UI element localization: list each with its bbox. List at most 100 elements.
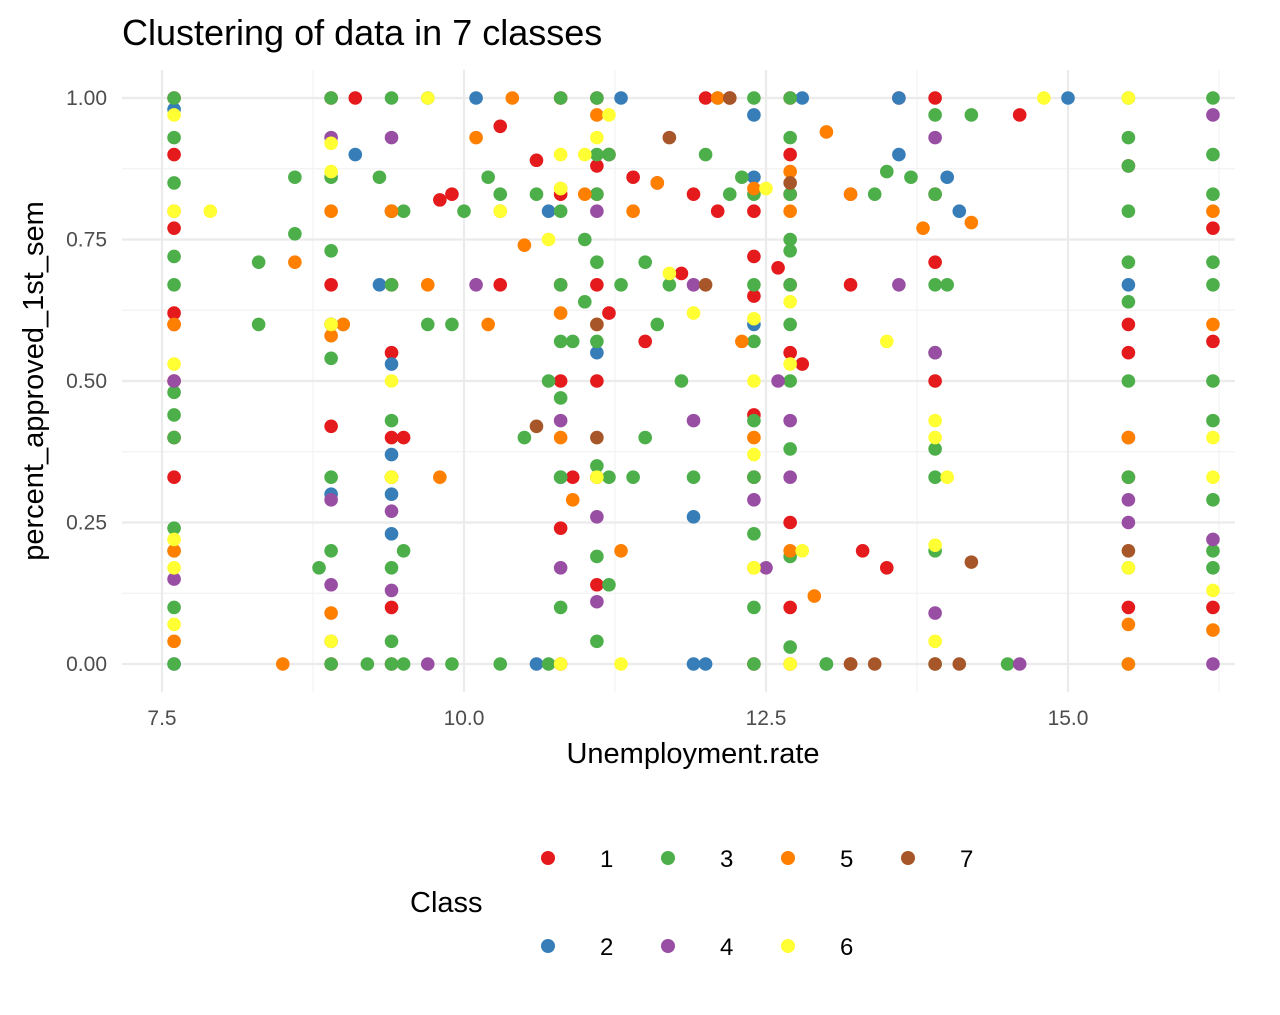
data-point-class-3	[324, 244, 338, 258]
data-point-class-3	[590, 187, 604, 202]
data-point-class-4	[553, 560, 568, 575]
data-point-class-5	[167, 317, 181, 332]
data-point-class-3	[396, 204, 411, 218]
data-point-class-6	[795, 544, 810, 558]
data-point-class-5	[747, 181, 761, 196]
data-point-class-1	[1121, 345, 1136, 360]
data-point-class-7	[722, 91, 737, 105]
data-point-class-2	[384, 447, 399, 462]
data-point-class-1	[1121, 317, 1136, 332]
data-point-class-5	[565, 493, 580, 507]
data-point-class-3	[384, 634, 399, 649]
data-point-class-1	[553, 374, 568, 388]
data-point-class-6	[1206, 470, 1220, 485]
data-point-class-4	[384, 583, 399, 598]
data-point-class-3	[1206, 544, 1220, 558]
data-point-class-1	[348, 91, 363, 105]
legend-label-6: 6	[840, 934, 853, 961]
data-point-class-3	[384, 560, 399, 575]
data-point-class-5	[783, 544, 797, 558]
data-point-class-3	[650, 317, 665, 332]
data-point-class-1	[710, 204, 725, 218]
data-point-class-3	[288, 170, 302, 185]
data-point-class-4	[590, 510, 604, 524]
data-point-class-6	[662, 266, 677, 281]
data-point-class-5	[807, 589, 822, 603]
data-point-class-3	[638, 255, 652, 269]
data-point-class-1	[928, 91, 942, 105]
data-point-class-5	[626, 204, 640, 218]
data-point-class-5	[517, 238, 532, 252]
data-point-class-2	[1061, 91, 1075, 105]
data-point-class-3	[1206, 374, 1220, 388]
data-point-class-3	[251, 255, 266, 269]
data-point-class-2	[384, 487, 399, 502]
data-point-class-3	[747, 527, 761, 541]
data-point-class-1	[686, 187, 701, 202]
data-point-class-1	[167, 470, 181, 485]
data-point-class-3	[445, 317, 459, 332]
data-point-class-4	[928, 130, 942, 145]
data-point-class-3	[167, 277, 181, 292]
data-point-class-3	[167, 521, 181, 535]
data-point-class-3	[590, 91, 604, 105]
data-point-class-3	[251, 317, 266, 332]
data-point-class-5	[469, 130, 483, 145]
data-point-class-4	[771, 374, 785, 388]
data-point-class-5	[324, 606, 338, 620]
data-point-class-4	[553, 413, 568, 428]
data-point-class-4	[167, 572, 181, 586]
data-point-class-2	[892, 147, 906, 162]
data-point-class-6	[602, 108, 616, 122]
data-point-class-3	[1121, 159, 1136, 173]
data-point-class-3	[372, 170, 387, 185]
data-point-class-3	[493, 187, 508, 202]
data-point-class-5	[710, 91, 725, 105]
data-point-class-1	[928, 255, 942, 269]
data-point-class-1	[638, 334, 652, 349]
data-point-class-4	[384, 504, 399, 518]
data-point-class-3	[698, 147, 713, 162]
data-point-class-3	[590, 549, 604, 564]
legend-key-6	[781, 939, 795, 953]
data-point-class-3	[553, 470, 568, 485]
data-point-class-3	[928, 277, 942, 292]
data-point-class-2	[795, 91, 810, 105]
data-point-class-6	[747, 311, 761, 326]
data-point-class-3	[167, 657, 181, 671]
data-point-class-3	[1206, 493, 1220, 507]
data-point-class-2	[529, 657, 544, 671]
data-point-class-3	[590, 459, 604, 473]
data-point-class-3	[590, 147, 604, 162]
data-point-class-1	[167, 306, 181, 320]
data-point-class-6	[686, 306, 701, 320]
data-point-class-4	[1206, 532, 1220, 547]
data-point-class-1	[445, 187, 459, 202]
data-point-class-1	[384, 345, 399, 360]
data-point-class-5	[783, 164, 797, 179]
data-point-class-3	[541, 374, 556, 388]
data-point-class-3	[783, 232, 797, 247]
y-tick-label: 0.50	[66, 370, 107, 393]
x-tick-label: 7.5	[147, 707, 176, 730]
data-point-class-3	[481, 170, 495, 185]
legend-label-3: 3	[720, 846, 733, 873]
legend-key-5	[781, 851, 795, 865]
data-point-class-5	[819, 125, 834, 139]
data-point-class-3	[747, 657, 761, 671]
data-point-class-3	[1206, 560, 1220, 575]
data-point-class-3	[553, 334, 568, 349]
data-point-class-3	[1206, 413, 1220, 428]
data-point-class-5	[650, 176, 665, 190]
data-point-class-4	[747, 493, 761, 507]
data-point-class-2	[541, 204, 556, 218]
data-point-class-6	[167, 108, 181, 122]
data-point-class-5	[384, 204, 399, 218]
data-point-class-6	[324, 317, 338, 332]
legend-label-4: 4	[720, 934, 733, 961]
data-point-class-6	[167, 617, 181, 632]
data-point-class-6	[541, 232, 556, 247]
data-point-class-3	[783, 317, 797, 332]
data-point-class-3	[553, 91, 568, 105]
